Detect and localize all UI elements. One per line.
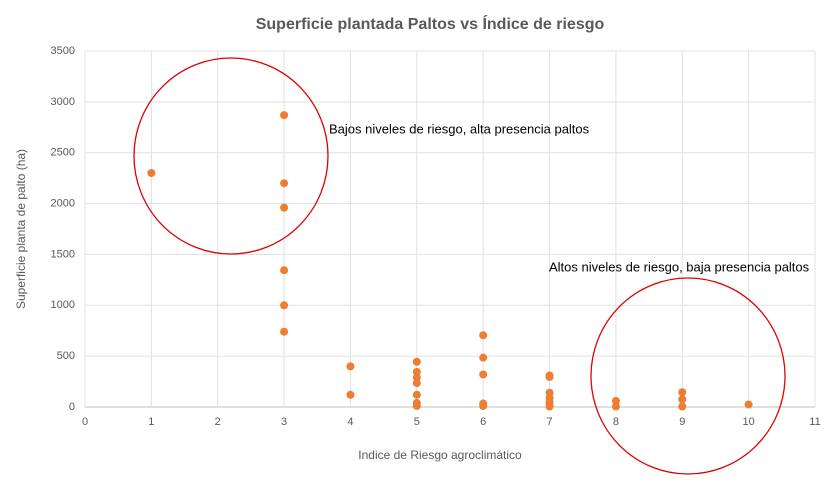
x-tick-label: 2 bbox=[215, 416, 221, 428]
point bbox=[545, 372, 554, 381]
y-tick-label: 1500 bbox=[51, 248, 75, 260]
y-tick-label: 0 bbox=[69, 401, 75, 413]
point bbox=[412, 401, 421, 410]
point bbox=[412, 367, 421, 376]
point bbox=[280, 327, 289, 336]
highlight-circle bbox=[133, 57, 329, 255]
point bbox=[412, 390, 421, 399]
x-tick-label: 9 bbox=[679, 416, 685, 428]
x-tick-label: 3 bbox=[281, 416, 287, 428]
annotation: Bajos niveles de riesgo, alta presencia … bbox=[329, 121, 590, 136]
y-tick-label: 1000 bbox=[51, 299, 75, 311]
point bbox=[280, 266, 289, 275]
chart-title: Superficie plantada Paltos vs Índice de … bbox=[256, 14, 605, 33]
x-tick-label: 1 bbox=[148, 416, 154, 428]
point bbox=[412, 357, 421, 366]
point bbox=[412, 379, 421, 388]
point bbox=[479, 353, 488, 362]
y-tick-label: 3000 bbox=[51, 96, 75, 108]
point bbox=[678, 395, 687, 404]
x-tick-label: 11 bbox=[809, 416, 820, 428]
x-axis-title: Indice de Riesgo agroclimático bbox=[358, 448, 522, 462]
point bbox=[346, 390, 355, 399]
y-tick-label: 500 bbox=[57, 350, 75, 362]
y-tick-label: 3500 bbox=[51, 45, 75, 57]
point bbox=[479, 401, 488, 410]
points bbox=[147, 111, 753, 411]
y-axis-title: Superficie planta de palto (ha) bbox=[14, 149, 28, 309]
point bbox=[280, 179, 289, 188]
point bbox=[479, 370, 488, 379]
point bbox=[678, 402, 687, 411]
x-tick-label: 7 bbox=[546, 416, 552, 428]
point bbox=[611, 402, 620, 411]
point bbox=[147, 169, 156, 178]
x-tick-label: 0 bbox=[82, 416, 88, 428]
x-tick-label: 4 bbox=[347, 416, 353, 428]
x-tick-label: 10 bbox=[743, 416, 755, 428]
point bbox=[346, 362, 355, 371]
y-tick-label: 2500 bbox=[51, 147, 75, 159]
x-tick-label: 6 bbox=[480, 416, 486, 428]
point bbox=[280, 111, 289, 120]
point bbox=[412, 373, 421, 382]
point bbox=[611, 396, 620, 405]
grid: 0 500 1000 1500 2000 2500 3000 3500 0 1 2 3 4 5 6 7 8 9 10… bbox=[51, 45, 821, 428]
x-tick-label: 8 bbox=[613, 416, 619, 428]
point bbox=[479, 331, 488, 340]
point bbox=[280, 203, 289, 212]
point bbox=[280, 301, 289, 310]
point bbox=[678, 388, 687, 397]
annotation: Altos niveles de riesgo, baja presencia … bbox=[549, 259, 810, 274]
x-tick-label: 5 bbox=[414, 416, 420, 428]
highlight-circle bbox=[590, 277, 786, 475]
point bbox=[744, 400, 753, 409]
y-tick-label: 2000 bbox=[51, 197, 75, 209]
point bbox=[545, 402, 554, 411]
